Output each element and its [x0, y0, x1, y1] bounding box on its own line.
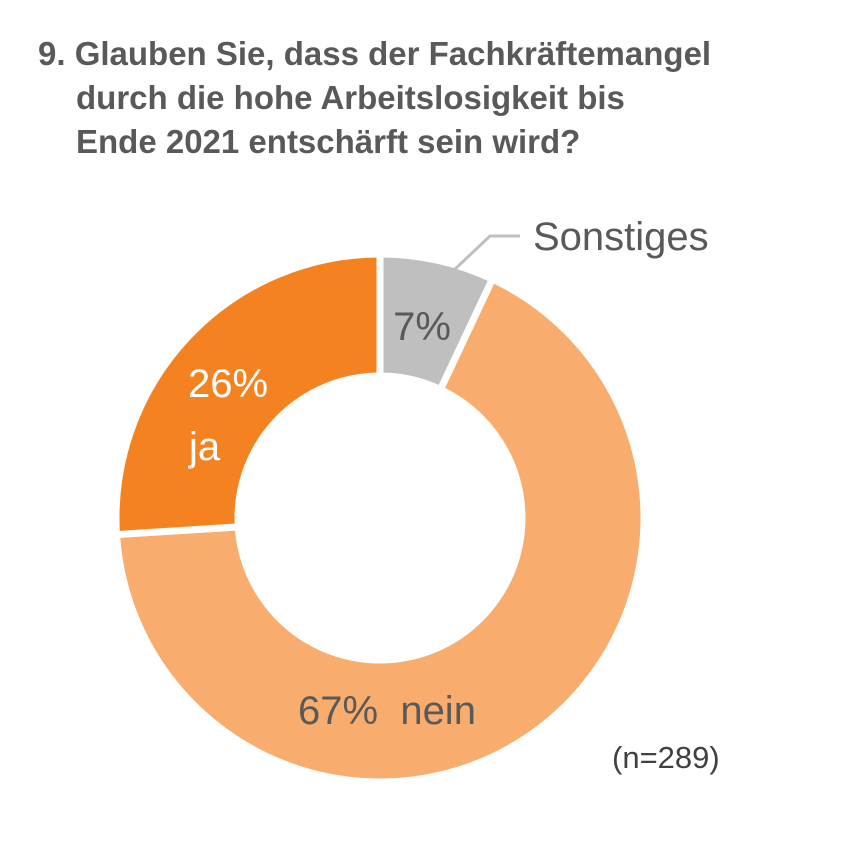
sonstiges-callout-label: Sonstiges — [533, 215, 709, 259]
label-sonstiges-pct: 7% — [393, 305, 451, 349]
sample-size-note: (n=289) — [612, 740, 720, 775]
slice-nein — [112, 274, 648, 786]
label-ja-pct: 26% — [188, 362, 268, 406]
sonstiges-leader-line — [433, 234, 520, 290]
label-nein: 67% nein — [298, 689, 476, 733]
title-line-1: 9. Glauben Sie, dass der Fachkräftemange… — [38, 35, 712, 72]
slice-ja — [112, 250, 384, 539]
donut-slices — [112, 250, 648, 786]
title-line-3: Ende 2021 entschärft sein wird? — [76, 123, 581, 160]
title-line-2: durch die hohe Arbeitslosigkeit bis — [76, 79, 625, 116]
chart-title: 9. Glauben Sie, dass der Fachkräftemange… — [38, 32, 838, 164]
label-ja-name: ja — [188, 425, 221, 469]
